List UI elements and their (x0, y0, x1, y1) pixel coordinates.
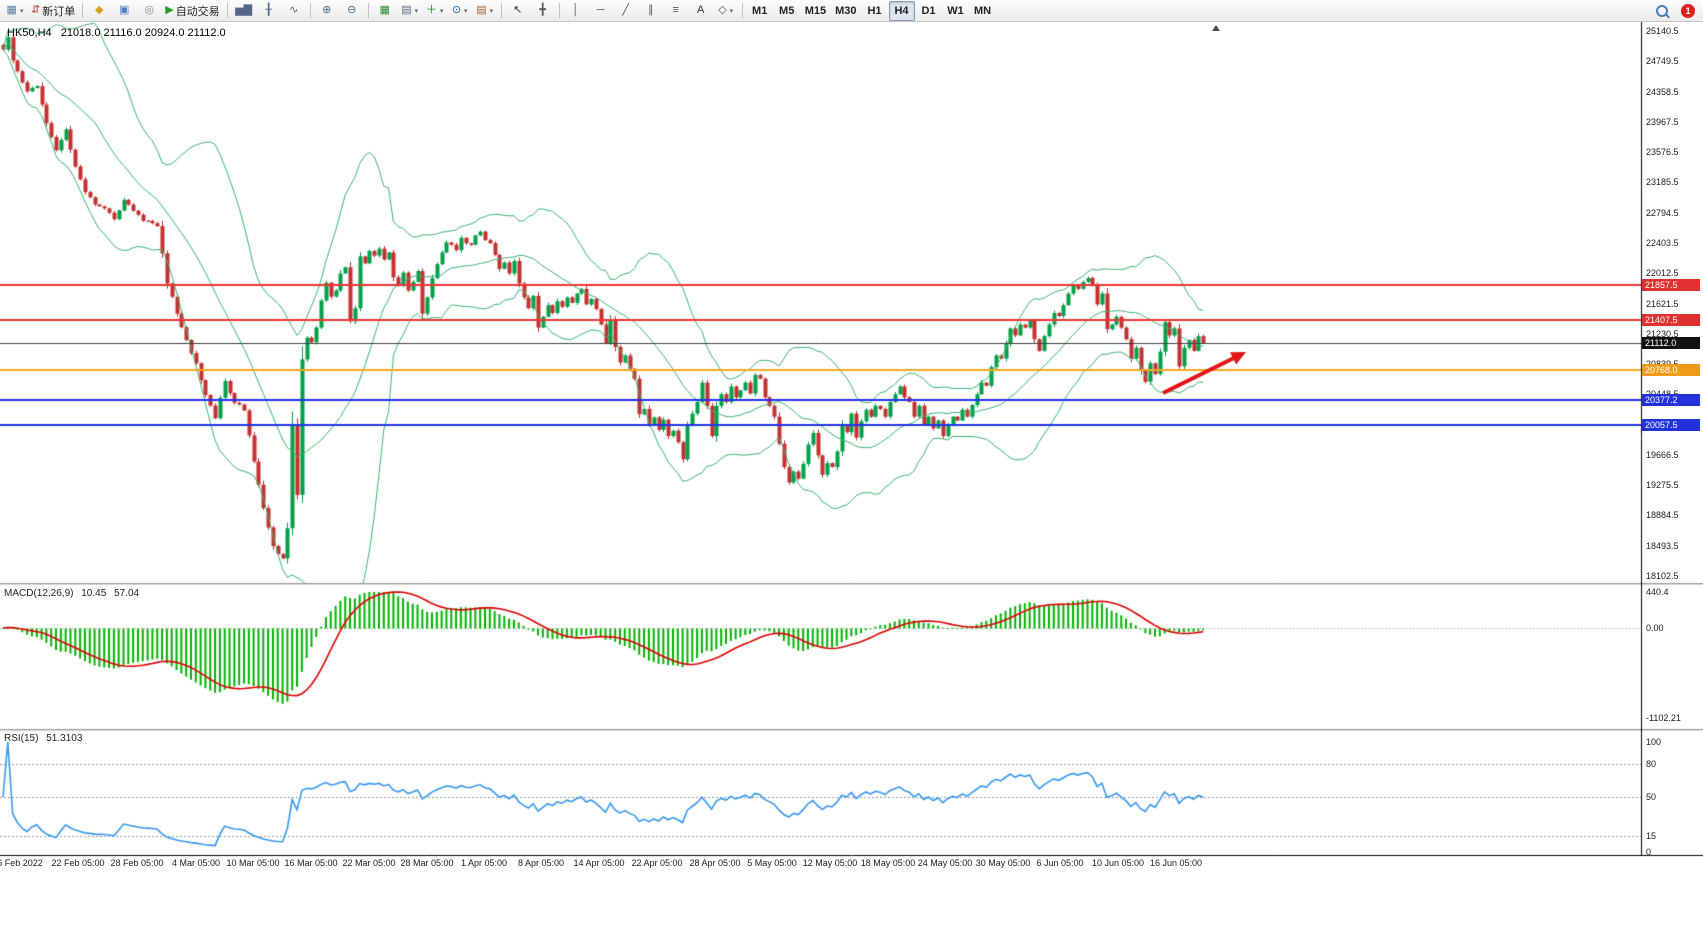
tf-h4[interactable]: H4 (888, 0, 915, 21)
search-icon (1656, 4, 1668, 17)
horizontal-line-button[interactable]: ─ (589, 1, 613, 21)
vertical-line-icon: │ (572, 4, 580, 16)
dropdown-caret-icon[interactable]: ▾ (414, 7, 419, 15)
auto-trading-icon: ▶ (165, 4, 174, 16)
community-icon-icon: ◎ (144, 4, 155, 16)
tf-m30[interactable]: M30 (831, 1, 860, 21)
tf-mn-label: MN (973, 4, 992, 17)
zoom-in-button[interactable]: ⊕ (315, 1, 339, 21)
tile-windows-button[interactable]: ▦ (373, 1, 397, 21)
auto-trading-button-label: 自动交易 (175, 5, 220, 18)
dropdown-caret-icon[interactable]: ▾ (464, 7, 468, 15)
periods-icon: ⊙ (451, 4, 462, 16)
arrange-windows-button[interactable]: ▤ ▾ (398, 1, 422, 21)
toolbar-separator (309, 3, 311, 18)
indicators-button[interactable]: ＋ ▾ (423, 1, 447, 21)
zoom-out-icon: ⊖ (347, 4, 357, 16)
dropdown-caret-icon[interactable]: ▾ (19, 7, 24, 15)
channel-button[interactable]: ∥ (639, 1, 663, 21)
shapes-icon: ◇ (718, 4, 727, 16)
cursor-button[interactable]: ↖ (506, 1, 530, 21)
crosshair-button[interactable]: ╋ (531, 1, 555, 21)
new-chart-button[interactable]: ▦ ▾ (3, 1, 27, 21)
tile-windows-icon: ▦ (379, 4, 390, 16)
tf-d1[interactable]: D1 (916, 1, 942, 21)
new-order-button-label: 新订单 (42, 5, 76, 18)
templates-icon: ▤ (476, 4, 487, 16)
tf-m30-label: M30 (835, 4, 857, 17)
payments-icon-icon: ▣ (119, 4, 130, 16)
tf-m5-label: M5 (779, 4, 795, 17)
toolbar-separator (226, 3, 228, 18)
tf-m5[interactable]: M5 (774, 1, 800, 21)
new-order-button[interactable]: ⇵ 新订单 (28, 1, 78, 21)
tf-w1[interactable]: W1 (943, 1, 969, 21)
tf-h4-label: H4 (894, 4, 909, 17)
line-chart-button[interactable]: ∿ (282, 1, 306, 21)
fibonacci-button[interactable]: ≡ (664, 1, 688, 21)
fibonacci-icon: ≡ (672, 4, 679, 16)
toolbar-separator (500, 3, 502, 18)
candle-chart-icon: ╂ (265, 4, 272, 16)
toolbar-separator (82, 3, 84, 18)
new-chart-icon: ▦ (6, 4, 17, 16)
auto-trading-button[interactable]: ▶ 自动交易 (162, 1, 222, 21)
shapes-button[interactable]: ◇ ▾ (714, 1, 738, 21)
zoom-out-button[interactable]: ⊖ (340, 1, 364, 21)
dropdown-caret-icon[interactable]: ▾ (439, 7, 444, 15)
toolbar-buttons: ▦ ▾ ⇵ 新订单 ◆ ▣ ◎ ▶ 自动交易 ▅▇ ╂ ∿ ⊕ ⊖ ▦ ▤ ▾ ＋ ▾ ⊙ ▾ ▤ ▾ ↖ ╋ │ ─ ╱ ∥ ≡ A ◇ ▾ M… (3, 0, 996, 21)
toolbar-separator (741, 3, 743, 18)
search-button[interactable] (1650, 1, 1674, 21)
arrange-windows-icon: ▤ (401, 4, 412, 16)
main-toolbar: ▦ ▾ ⇵ 新订单 ◆ ▣ ◎ ▶ 自动交易 ▅▇ ╂ ∿ ⊕ ⊖ ▦ ▤ ▾ ＋ ▾ ⊙ ▾ ▤ ▾ ↖ ╋ │ ─ ╱ ∥ ≡ A ◇ ▾ M… (0, 0, 1703, 22)
cursor-icon: ↖ (513, 4, 523, 16)
tf-m15-label: M15 (804, 4, 827, 17)
tf-h1[interactable]: H1 (862, 1, 888, 21)
chart-window: HK50,H4 21018.0 21116.0 20924.0 21112.0 … (0, 22, 1703, 949)
bar-chart-icon: ▅▇ (235, 4, 253, 16)
market-icon-icon: ◆ (94, 4, 104, 16)
community-icon-button[interactable]: ◎ (137, 1, 161, 21)
price-chart-canvas[interactable] (0, 22, 1703, 949)
tf-m1[interactable]: M1 (747, 1, 773, 21)
new-order-icon: ⇵ (31, 4, 41, 16)
channel-icon: ∥ (647, 4, 654, 16)
dropdown-caret-icon[interactable]: ▾ (489, 7, 494, 15)
horizontal-line-icon: ─ (596, 4, 605, 16)
crosshair-icon: ╋ (539, 4, 546, 16)
notification-badge[interactable]: 1 (1681, 3, 1695, 18)
text-icon: A (697, 4, 705, 16)
line-chart-icon: ∿ (289, 4, 299, 16)
candle-chart-button[interactable]: ╂ (257, 1, 281, 21)
trendline-button[interactable]: ╱ (614, 1, 638, 21)
market-icon-button[interactable]: ◆ (87, 1, 111, 21)
bar-chart-button[interactable]: ▅▇ (232, 1, 256, 21)
tf-d1-label: D1 (921, 4, 936, 17)
tf-h1-label: H1 (867, 4, 882, 17)
payments-icon-button[interactable]: ▣ (112, 1, 136, 21)
text-button[interactable]: A (689, 1, 713, 21)
tf-mn[interactable]: MN (970, 1, 996, 21)
toolbar-right-group: 1 (1650, 1, 1700, 21)
tf-w1-label: W1 (947, 4, 964, 17)
tf-m1-label: M1 (752, 4, 768, 17)
vertical-line-button[interactable]: │ (564, 1, 588, 21)
dropdown-caret-icon[interactable]: ▾ (729, 7, 734, 15)
periods-button[interactable]: ⊙ ▾ (448, 1, 472, 21)
zoom-in-icon: ⊕ (322, 4, 332, 16)
toolbar-separator (367, 3, 369, 18)
tf-m15[interactable]: M15 (801, 1, 830, 21)
trendline-icon: ╱ (622, 4, 629, 16)
toolbar-separator (558, 3, 560, 18)
indicators-icon: ＋ (425, 4, 437, 16)
templates-button[interactable]: ▤ ▾ (473, 1, 497, 21)
